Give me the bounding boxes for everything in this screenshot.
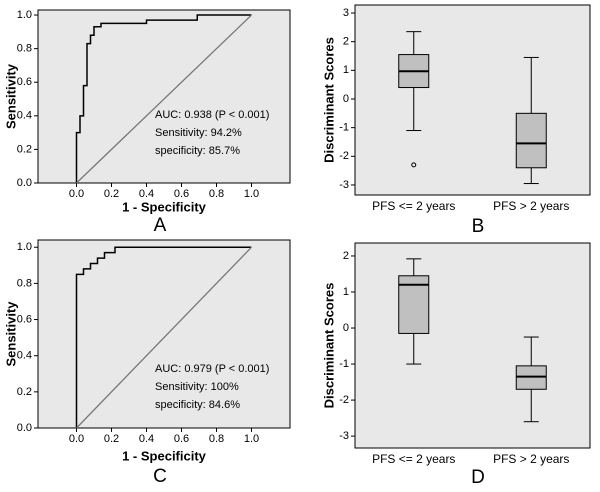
y-tick-label: 1 bbox=[343, 286, 349, 298]
x-tick-label: 0.8 bbox=[209, 188, 224, 200]
annotation: Sensitivity: 94.2% bbox=[155, 127, 242, 139]
y-tick-label: 0.0 bbox=[17, 177, 32, 189]
box bbox=[515, 112, 547, 169]
annotation: specificity: 85.7% bbox=[155, 145, 240, 157]
annotation: AUC: 0.938 (P < 0.001) bbox=[155, 109, 269, 121]
x-tick-label: PFS <= 2 years bbox=[372, 452, 455, 466]
x-tick-label: 0.6 bbox=[174, 188, 189, 200]
panel-label: D bbox=[471, 467, 485, 488]
x-tick-label: 0.8 bbox=[209, 433, 224, 445]
y-tick-label: 2 bbox=[343, 250, 349, 262]
annotation: specificity: 84.6% bbox=[155, 399, 240, 411]
x-tick-label: 0.0 bbox=[69, 433, 84, 445]
x-tick-label: 0.2 bbox=[104, 433, 119, 445]
x-tick-label: PFS > 2 years bbox=[493, 452, 569, 466]
plot-area bbox=[354, 242, 591, 449]
y-tick-label: 0.4 bbox=[17, 110, 32, 122]
plot-area bbox=[37, 239, 291, 429]
x-tick-label: 0.6 bbox=[174, 433, 189, 445]
x-axis-title: 1 - Specificity bbox=[122, 448, 207, 463]
y-tick-label: 0.4 bbox=[17, 350, 32, 362]
roc-line bbox=[75, 14, 252, 183]
y-axis-title: Discriminant Scores bbox=[321, 283, 336, 409]
roc-line bbox=[76, 246, 252, 429]
y-tick-label: -2 bbox=[339, 394, 349, 406]
y-tick-label: -3 bbox=[339, 179, 349, 191]
y-axis-title: Discriminant Scores bbox=[321, 37, 336, 163]
roc-line bbox=[75, 246, 252, 428]
y-tick-label: 0 bbox=[343, 322, 349, 334]
y-tick-label: 0.6 bbox=[17, 76, 32, 88]
x-tick-label: 0.4 bbox=[139, 188, 154, 200]
y-tick-label: 2 bbox=[343, 36, 349, 48]
x-tick-label: 0.4 bbox=[139, 433, 154, 445]
y-tick-label: 1.0 bbox=[17, 9, 32, 21]
y-tick-label: 3 bbox=[343, 7, 349, 19]
y-tick-label: -2 bbox=[339, 150, 349, 162]
y-tick-label: 0.0 bbox=[17, 422, 32, 434]
y-tick-label: 0.2 bbox=[17, 143, 32, 155]
y-tick-label: 0.8 bbox=[17, 277, 32, 289]
panel-label: A bbox=[154, 215, 167, 236]
x-tick-label: PFS <= 2 years bbox=[372, 199, 455, 213]
annotation: Sensitivity: 100% bbox=[155, 381, 239, 393]
y-tick-label: -1 bbox=[339, 122, 349, 134]
outlier bbox=[411, 162, 417, 168]
x-tick-label: 0.0 bbox=[69, 188, 84, 200]
y-tick-label: 0.8 bbox=[17, 43, 32, 55]
x-tick-label: PFS > 2 years bbox=[493, 199, 569, 213]
y-tick-label: 1.0 bbox=[17, 241, 32, 253]
x-tick-label: 0.2 bbox=[104, 188, 119, 200]
x-axis-title: 1 - Specificity bbox=[122, 199, 207, 214]
y-tick-label: 0 bbox=[343, 93, 349, 105]
x-tick-label: 1.0 bbox=[244, 188, 259, 200]
y-axis-title: Sensitivity bbox=[3, 301, 18, 367]
y-tick-label: -1 bbox=[339, 358, 349, 370]
plot-area bbox=[354, 4, 591, 196]
x-tick-label: 1.0 bbox=[244, 433, 259, 445]
y-axis-title: Sensitivity bbox=[3, 63, 18, 129]
plot-area bbox=[37, 9, 291, 184]
roc-line bbox=[76, 14, 252, 184]
annotation: AUC: 0.979 (P < 0.001) bbox=[155, 363, 269, 375]
panel-label: C bbox=[153, 466, 167, 487]
y-tick-label: 1 bbox=[343, 64, 349, 76]
panel-label: B bbox=[472, 216, 485, 237]
y-tick-label: 0.2 bbox=[17, 386, 32, 398]
y-tick-label: 0.6 bbox=[17, 313, 32, 325]
y-tick-label: -3 bbox=[339, 430, 349, 442]
